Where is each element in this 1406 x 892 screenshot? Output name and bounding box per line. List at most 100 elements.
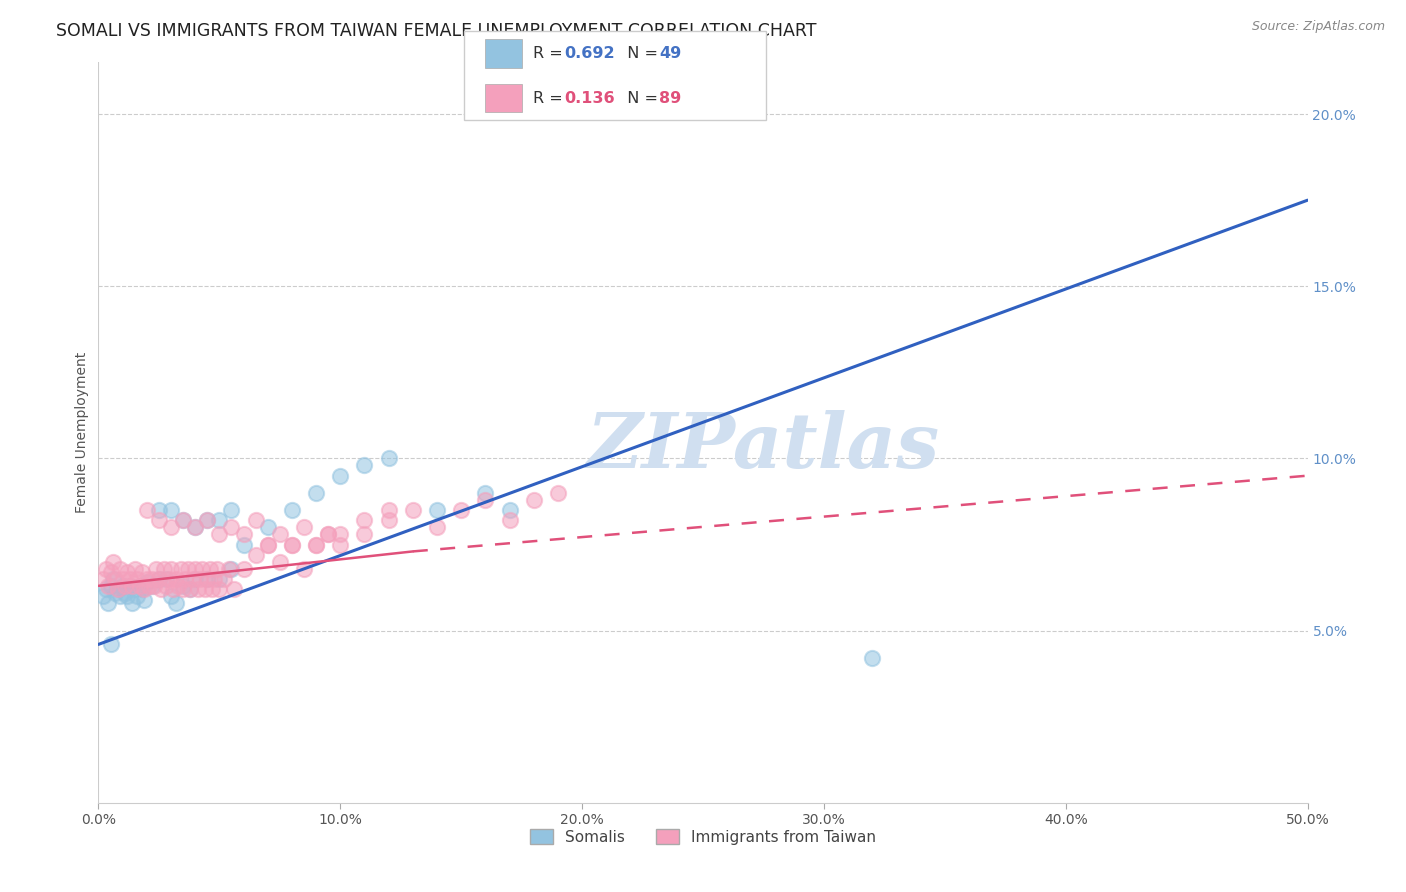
Point [208, 513, 231, 527]
Point [377, 513, 399, 527]
Point [218, 561, 240, 575]
Point [281, 503, 304, 517]
Point [269, 527, 291, 541]
Point [91, 589, 114, 603]
Point [329, 468, 352, 483]
Point [167, 579, 190, 593]
Point [97, 596, 120, 610]
Y-axis label: Female Unemployment: Female Unemployment [76, 352, 90, 513]
Point [141, 572, 163, 586]
Point [94, 561, 117, 575]
Point [160, 503, 183, 517]
Point [212, 572, 235, 586]
Point [148, 572, 170, 586]
Point [205, 561, 228, 575]
Point [329, 527, 352, 541]
Point [184, 561, 207, 575]
Point [256, 537, 278, 551]
Text: Source: ZipAtlas.com: Source: ZipAtlas.com [1251, 20, 1385, 33]
Point [148, 513, 170, 527]
Point [232, 561, 254, 575]
Text: N =: N = [617, 91, 664, 105]
Point [184, 572, 207, 586]
Point [232, 537, 254, 551]
Point [353, 527, 375, 541]
Point [135, 572, 157, 586]
Point [124, 582, 146, 597]
Point [152, 561, 174, 575]
Point [143, 579, 166, 593]
Point [316, 527, 339, 541]
Text: N =: N = [617, 46, 664, 61]
Point [138, 579, 160, 593]
Point [117, 565, 139, 579]
Point [91, 572, 114, 586]
Point [117, 589, 139, 603]
Text: 89: 89 [659, 91, 682, 105]
Point [329, 537, 352, 551]
Text: 0.136: 0.136 [564, 91, 614, 105]
Point [179, 582, 201, 597]
Point [181, 572, 204, 586]
Point [155, 579, 177, 593]
Point [195, 513, 218, 527]
Point [101, 555, 124, 569]
Point [187, 582, 209, 597]
Point [172, 513, 194, 527]
Point [498, 503, 520, 517]
Legend: Somalis, Immigrants from Taiwan: Somalis, Immigrants from Taiwan [524, 822, 882, 851]
Point [135, 575, 157, 590]
Point [160, 561, 183, 575]
Point [127, 589, 149, 603]
Point [108, 561, 131, 575]
Point [316, 527, 339, 541]
Point [198, 561, 221, 575]
Point [194, 582, 217, 597]
Point [100, 579, 122, 593]
Text: R =: R = [533, 91, 568, 105]
Point [474, 486, 496, 500]
Point [97, 579, 120, 593]
Point [547, 486, 569, 500]
Point [135, 503, 157, 517]
Point [121, 579, 143, 593]
Point [222, 582, 245, 597]
Point [221, 503, 243, 517]
Point [177, 561, 200, 575]
Point [111, 572, 134, 586]
Point [145, 561, 167, 575]
Point [114, 586, 136, 600]
Point [155, 572, 177, 586]
Text: 0.692: 0.692 [564, 46, 614, 61]
Point [353, 513, 375, 527]
Point [121, 596, 143, 610]
Text: 49: 49 [659, 46, 682, 61]
Point [104, 572, 127, 586]
Point [281, 537, 304, 551]
Point [353, 458, 375, 473]
Point [128, 579, 150, 593]
Point [305, 537, 328, 551]
Point [245, 548, 267, 562]
Point [377, 503, 399, 517]
Point [104, 586, 127, 600]
Point [172, 582, 194, 597]
Point [128, 579, 150, 593]
Point [426, 520, 449, 534]
Point [118, 579, 141, 593]
Point [305, 486, 328, 500]
Point [165, 596, 187, 610]
Point [107, 582, 129, 597]
Point [474, 492, 496, 507]
Point [305, 537, 328, 551]
Point [402, 503, 425, 517]
Point [127, 572, 149, 586]
Point [201, 582, 224, 597]
Point [114, 579, 136, 593]
Point [245, 513, 267, 527]
Point [172, 579, 194, 593]
Point [150, 582, 173, 597]
Point [498, 513, 520, 527]
Point [100, 565, 122, 579]
Point [221, 561, 243, 575]
